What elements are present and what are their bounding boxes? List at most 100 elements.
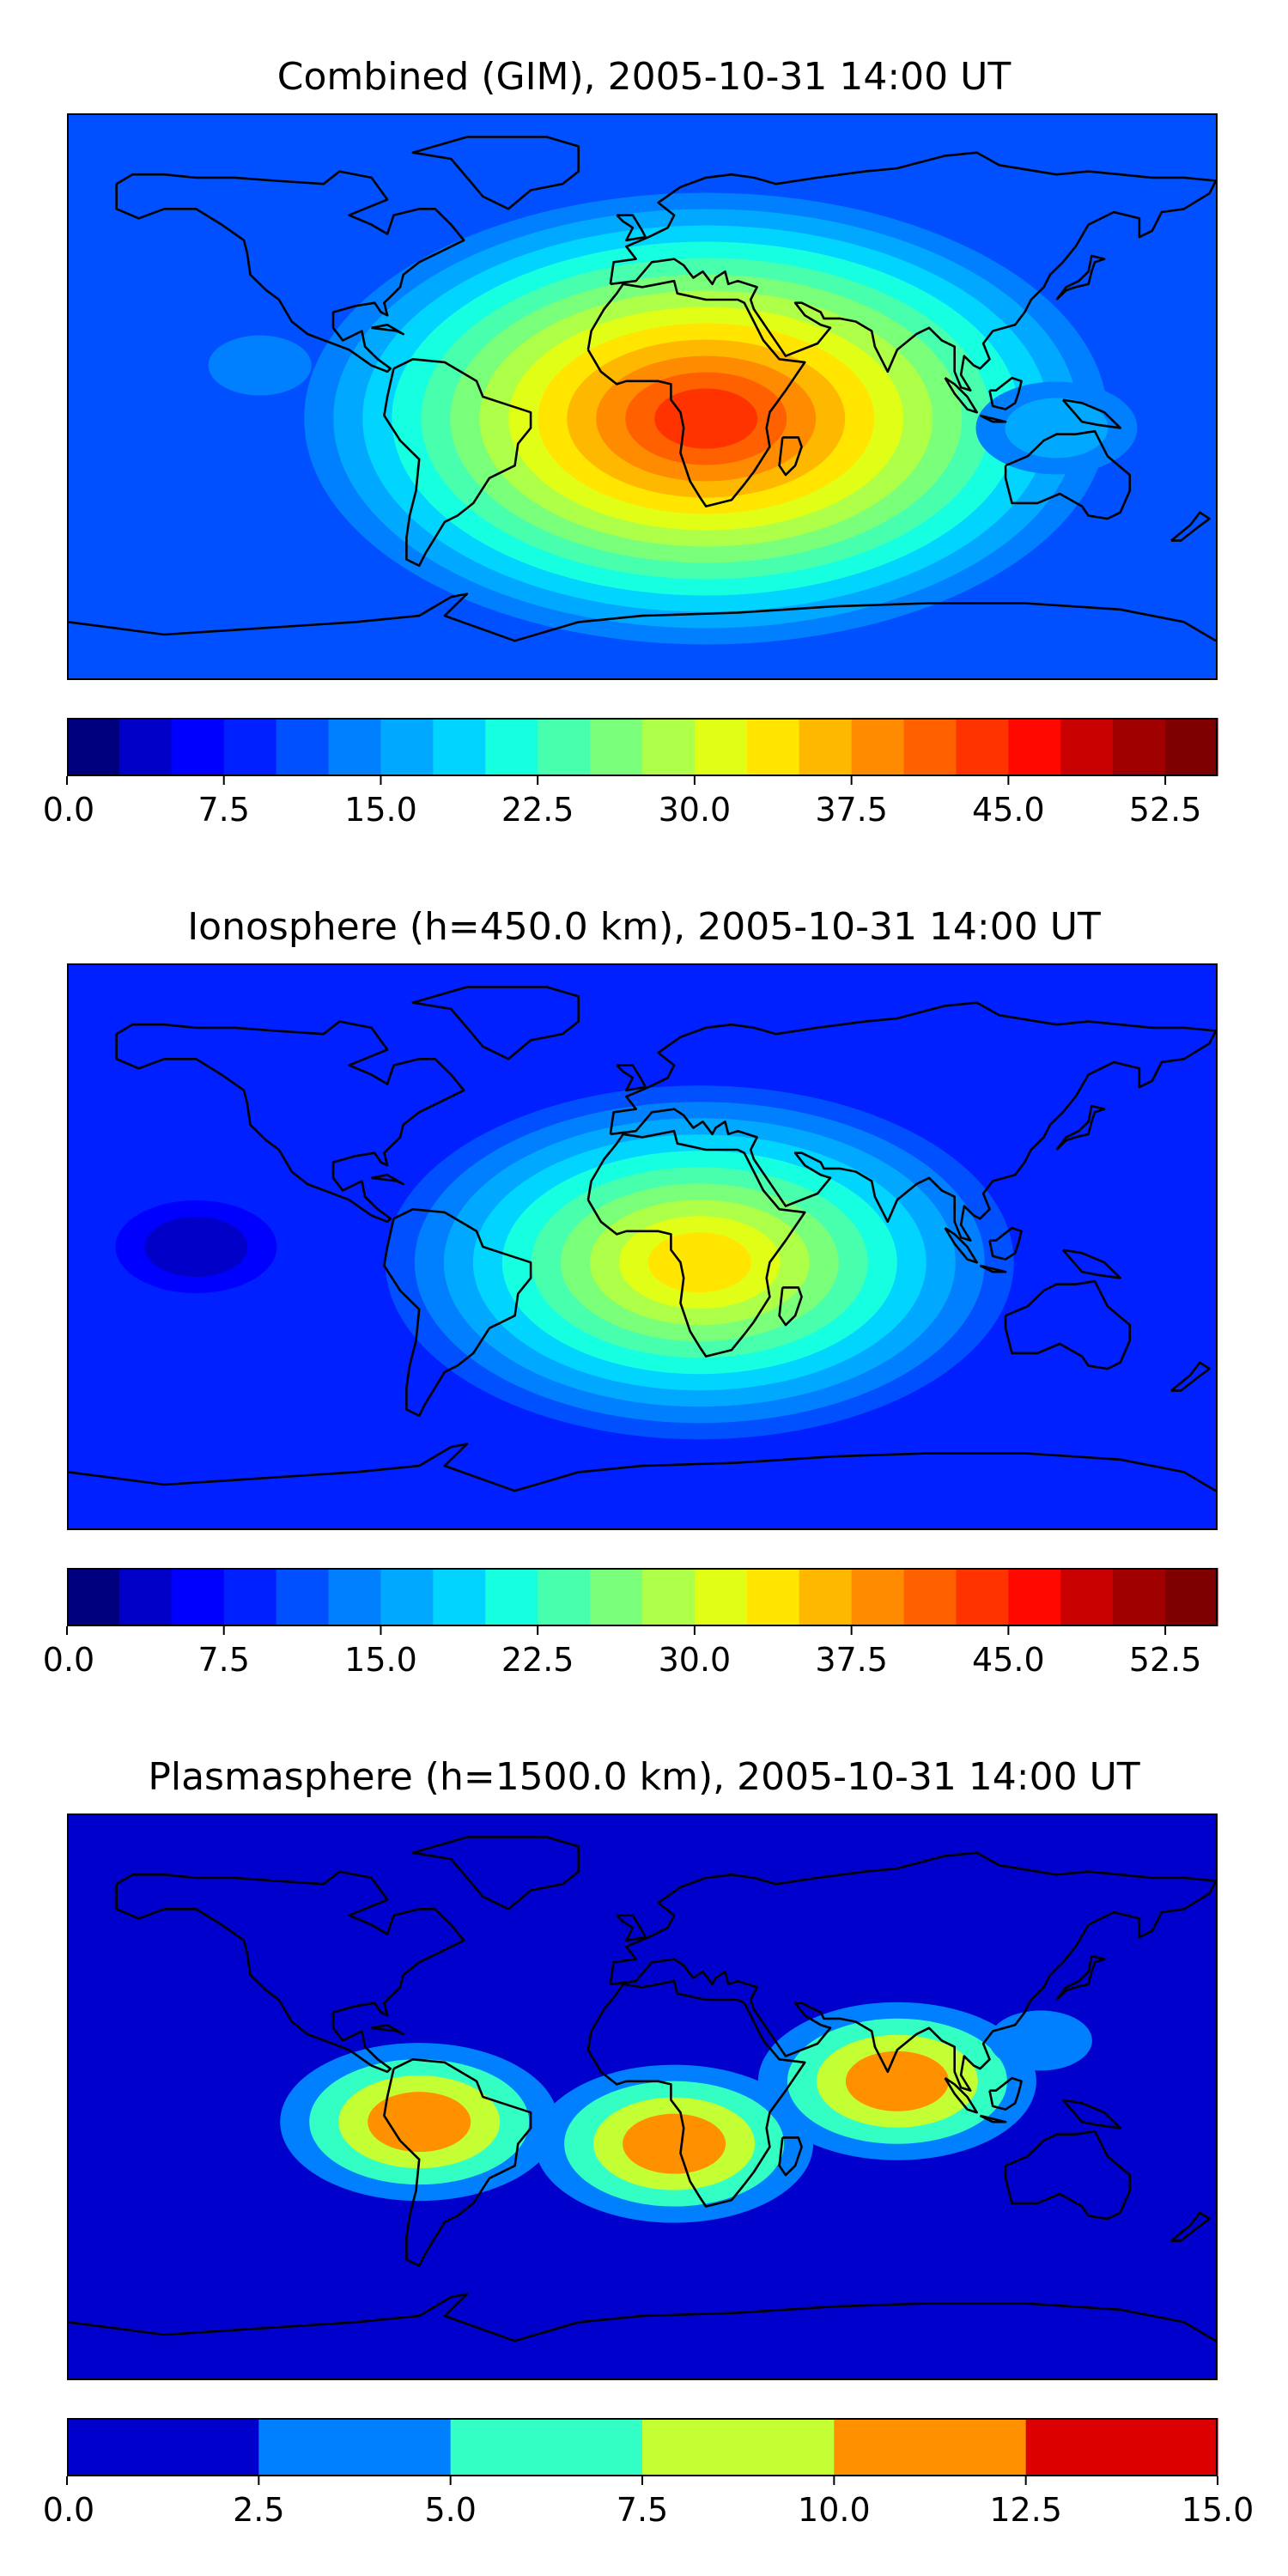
colorbar-segment xyxy=(956,718,1009,776)
coastline xyxy=(1004,429,1132,520)
colorbar-segment xyxy=(171,1568,225,1626)
coastline xyxy=(609,1851,1216,2092)
chart-title: Combined (GIM), 2005-10-31 14:00 UT xyxy=(276,55,1012,99)
colorbar-tick-label: 7.5 xyxy=(198,791,250,829)
coastline xyxy=(411,986,580,1060)
colorbar-tick-label: 5.0 xyxy=(424,2491,476,2529)
coastline xyxy=(1170,511,1211,542)
colorbar-segment xyxy=(1165,1568,1218,1626)
colorbar-tick-label: 22.5 xyxy=(501,1641,574,1679)
colorbar-segment xyxy=(433,1568,486,1626)
colorbar-tick-label: 30.0 xyxy=(659,791,732,829)
colorbar-segment xyxy=(851,1568,905,1626)
colorbar-segment xyxy=(485,1568,538,1626)
coastline xyxy=(411,1836,580,1911)
colorbar-segment xyxy=(380,718,434,776)
colorbar-tick-label: 15.0 xyxy=(344,1641,417,1679)
colorbar-tick-label: 15.0 xyxy=(1182,2491,1255,2529)
coastline xyxy=(616,214,647,242)
colorbar-tick-label: 0.0 xyxy=(43,2491,94,2529)
colorbar-tick-label: 10.0 xyxy=(798,2491,871,2529)
coastline xyxy=(411,136,580,210)
colorbar-segment xyxy=(746,1568,800,1626)
colorbar-segment xyxy=(118,718,173,776)
coastline xyxy=(1055,1104,1106,1151)
coastline xyxy=(383,1208,532,1418)
coastline xyxy=(371,2023,404,2036)
colorbar-tick-label: 30.0 xyxy=(659,1641,732,1679)
colorbar-segment xyxy=(694,1568,748,1626)
colorbar-segment xyxy=(276,1568,330,1626)
tec-map-svg xyxy=(69,115,1216,678)
colorbar-segment xyxy=(834,2418,1027,2476)
colorbar-tick-label: 7.5 xyxy=(617,2491,668,2529)
colorbar-tick-label: 45.0 xyxy=(972,791,1045,829)
colorbar-segment xyxy=(590,718,643,776)
tec-map xyxy=(67,963,1218,1530)
colorbar-segment xyxy=(956,1568,1009,1626)
coastline xyxy=(69,1443,1216,1492)
colorbar-tick-label: 2.5 xyxy=(233,2491,284,2529)
colorbar-segment xyxy=(642,1568,696,1626)
colorbar-segment xyxy=(118,1568,173,1626)
colorbar-segment xyxy=(171,718,225,776)
coastline xyxy=(69,2293,1216,2342)
colorbar-segment xyxy=(538,718,591,776)
contour-band xyxy=(654,388,758,449)
colorbar-segment xyxy=(328,1568,382,1626)
coastline xyxy=(69,592,1216,642)
coastline xyxy=(1055,254,1106,301)
colorbar-segment xyxy=(380,1568,434,1626)
coastline xyxy=(988,2076,1023,2111)
colorbar-segment xyxy=(328,718,382,776)
coastline xyxy=(1004,1279,1132,1370)
colorbar-tick-label: 37.5 xyxy=(815,791,888,829)
coastline xyxy=(1004,2129,1132,2221)
colorbar-segment xyxy=(67,718,120,776)
coastline xyxy=(1170,1361,1211,1392)
coastline xyxy=(979,1264,1007,1273)
coastline xyxy=(609,1001,1216,1242)
coastline xyxy=(383,358,532,568)
coastline xyxy=(979,2114,1007,2123)
colorbar-tick-label: 7.5 xyxy=(198,1641,250,1679)
colorbar-segment xyxy=(1060,1568,1114,1626)
colorbar-segment xyxy=(590,1568,643,1626)
colorbar-segment xyxy=(642,718,696,776)
colorbar-segment xyxy=(450,2418,643,2476)
colorbar-frame xyxy=(67,1568,1218,1626)
tec-map xyxy=(67,113,1218,680)
colorbar-segment xyxy=(485,718,538,776)
colorbar-tick-label: 0.0 xyxy=(43,791,94,829)
colorbar-tick-label: 52.5 xyxy=(1129,791,1202,829)
contour-band xyxy=(144,1217,248,1277)
colorbar-tick-label: 0.0 xyxy=(43,1641,94,1679)
contour-band xyxy=(1005,398,1109,459)
colorbar-segment xyxy=(1025,2418,1218,2476)
colorbar-svg: 0.0 2.5 5.0 7.5 10.0 12.5 15.0 xyxy=(43,2418,1254,2529)
colorbar-segment xyxy=(903,1568,957,1626)
colorbar-frame xyxy=(67,718,1218,776)
contour-band xyxy=(647,1232,751,1293)
coastline xyxy=(944,2077,978,2114)
colorbar-segment xyxy=(1008,718,1061,776)
contour-band xyxy=(208,335,312,396)
coastline xyxy=(115,170,465,374)
coastline xyxy=(586,1129,806,1358)
colorbar-segment xyxy=(1113,1568,1166,1626)
coastline xyxy=(371,323,404,336)
colorbar-tick-label: 37.5 xyxy=(815,1641,888,1679)
colorbar-segment xyxy=(694,718,748,776)
contour-band xyxy=(368,2092,471,2153)
coastline xyxy=(383,2058,532,2268)
colorbar-segment xyxy=(642,2418,835,2476)
coastline xyxy=(979,414,1007,423)
colorbar: 0.0 7.5 15.0 22.5 30.0 37.5 45.0 52.5 xyxy=(43,1568,1218,1679)
coastline xyxy=(371,1173,404,1186)
colorbar-segment xyxy=(276,718,330,776)
coastline xyxy=(944,1227,978,1264)
colorbar-segment xyxy=(903,718,957,776)
coastline xyxy=(115,1020,465,1224)
colorbar-segment xyxy=(538,1568,591,1626)
contour-band xyxy=(623,2113,726,2174)
